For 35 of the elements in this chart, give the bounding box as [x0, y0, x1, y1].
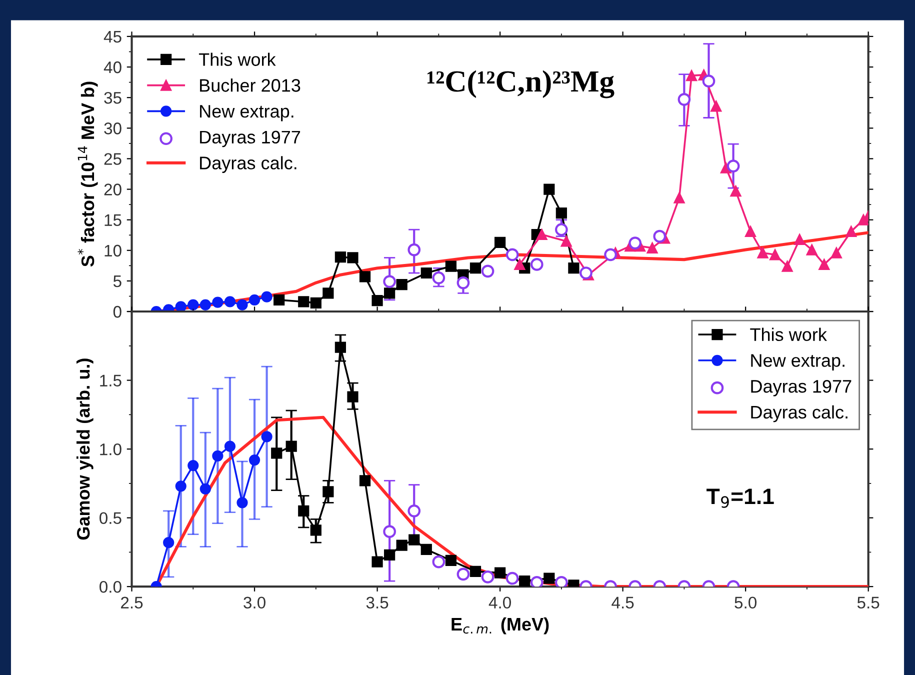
legend-label: Dayras 1977	[200, 130, 300, 148]
y-axis-title: Gamow yield (arb. u.)	[76, 358, 94, 540]
y-tick-label: 5	[113, 276, 122, 288]
annotation: ¹²C(¹²C,n)²³Mg	[428, 70, 614, 98]
y-tick-label: 20	[104, 184, 122, 196]
y-tick-label: 0.5	[100, 512, 122, 524]
y-tick-label: 10	[104, 244, 122, 257]
legend-label: Dayras calc.	[751, 405, 848, 422]
y-tick-label: 0	[113, 306, 122, 318]
x-tick-label: 4.0	[488, 596, 511, 609]
x-tick-label: 5.0	[734, 596, 757, 609]
y-tick-label: 45	[104, 31, 122, 43]
y-tick-label: 40	[104, 61, 122, 74]
legend-label: This work	[198, 52, 276, 66]
y-tick-label: 30	[104, 122, 122, 134]
y-tick-label: 15	[104, 214, 122, 226]
x-tick-label: 2.5	[121, 596, 143, 609]
y-tick-label: 0.0	[100, 580, 122, 593]
x-tick-label: 5.5	[857, 596, 880, 609]
x-axis-title: E$_{c.m.}$ (MeV)	[452, 617, 549, 634]
x-tick-label: 3.0	[244, 596, 266, 609]
legend-label: Bucher 2013	[200, 78, 300, 92]
x-tick-label: 3.5	[366, 596, 388, 609]
y-tick-label: 25	[104, 153, 122, 165]
annotation: T$_{9}$=1.1	[706, 488, 774, 508]
legend-label: New extrap.	[200, 105, 294, 122]
y-tick-label: 35	[104, 92, 122, 104]
y-axis-title: S$^{*}$ factor (10$^{14}$ MeV b)	[78, 82, 98, 267]
legend-label: This work	[750, 328, 827, 342]
legend-label: New extrap.	[751, 354, 844, 370]
legend-label: Dayras 1977	[751, 380, 852, 396]
y-tick-label: 1.0	[100, 443, 122, 456]
legend-label: Dayras calc.	[200, 156, 296, 173]
x-tick-label: 4.5	[612, 596, 634, 609]
y-tick-label: 1.5	[100, 374, 122, 386]
